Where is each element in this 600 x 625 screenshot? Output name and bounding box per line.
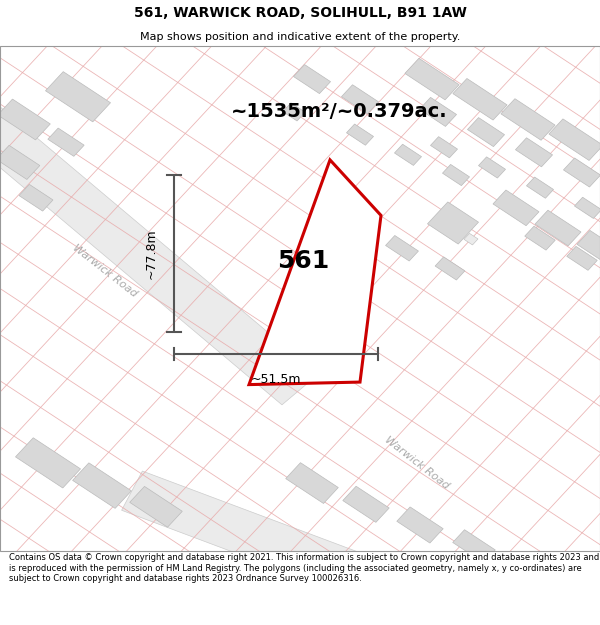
Text: ~51.5m: ~51.5m <box>251 374 301 386</box>
Text: Warwick Road: Warwick Road <box>383 435 451 491</box>
Polygon shape <box>478 157 506 178</box>
Polygon shape <box>346 124 374 145</box>
Polygon shape <box>46 72 110 122</box>
Polygon shape <box>467 118 505 147</box>
Text: 561, WARWICK ROAD, SOLIHULL, B91 1AW: 561, WARWICK ROAD, SOLIHULL, B91 1AW <box>134 6 466 20</box>
Polygon shape <box>249 160 381 384</box>
Polygon shape <box>405 58 459 100</box>
Polygon shape <box>577 231 600 266</box>
Polygon shape <box>574 198 600 219</box>
Polygon shape <box>419 98 457 126</box>
Polygon shape <box>386 236 418 261</box>
Polygon shape <box>16 438 80 488</box>
Text: Map shows position and indicative extent of the property.: Map shows position and indicative extent… <box>140 32 460 42</box>
Polygon shape <box>122 471 600 625</box>
Polygon shape <box>563 158 600 187</box>
Polygon shape <box>343 486 389 522</box>
Polygon shape <box>493 190 539 226</box>
Polygon shape <box>453 530 495 562</box>
Text: 561: 561 <box>277 249 329 273</box>
Polygon shape <box>341 85 379 114</box>
Polygon shape <box>501 99 555 140</box>
Polygon shape <box>549 119 600 161</box>
Polygon shape <box>427 202 479 244</box>
Polygon shape <box>525 226 555 250</box>
Polygon shape <box>394 144 422 166</box>
Text: ~77.8m: ~77.8m <box>144 228 157 279</box>
Text: ~1535m²/~0.379ac.: ~1535m²/~0.379ac. <box>230 102 448 121</box>
Polygon shape <box>535 210 581 246</box>
Polygon shape <box>515 138 553 167</box>
Polygon shape <box>286 462 338 504</box>
Polygon shape <box>453 79 507 120</box>
Polygon shape <box>397 507 443 543</box>
Polygon shape <box>430 137 458 158</box>
Text: Warwick Road: Warwick Road <box>71 242 139 299</box>
Polygon shape <box>130 486 182 528</box>
Polygon shape <box>442 164 470 186</box>
Polygon shape <box>73 463 131 508</box>
Text: Contains OS data © Crown copyright and database right 2021. This information is : Contains OS data © Crown copyright and d… <box>9 554 599 583</box>
Polygon shape <box>0 146 40 179</box>
Polygon shape <box>0 71 318 405</box>
Polygon shape <box>283 103 305 121</box>
Polygon shape <box>48 128 84 156</box>
Polygon shape <box>293 64 331 94</box>
Polygon shape <box>0 99 50 140</box>
Polygon shape <box>435 257 465 280</box>
Polygon shape <box>19 184 53 211</box>
Polygon shape <box>526 177 554 198</box>
Polygon shape <box>464 233 478 245</box>
Polygon shape <box>567 246 597 271</box>
